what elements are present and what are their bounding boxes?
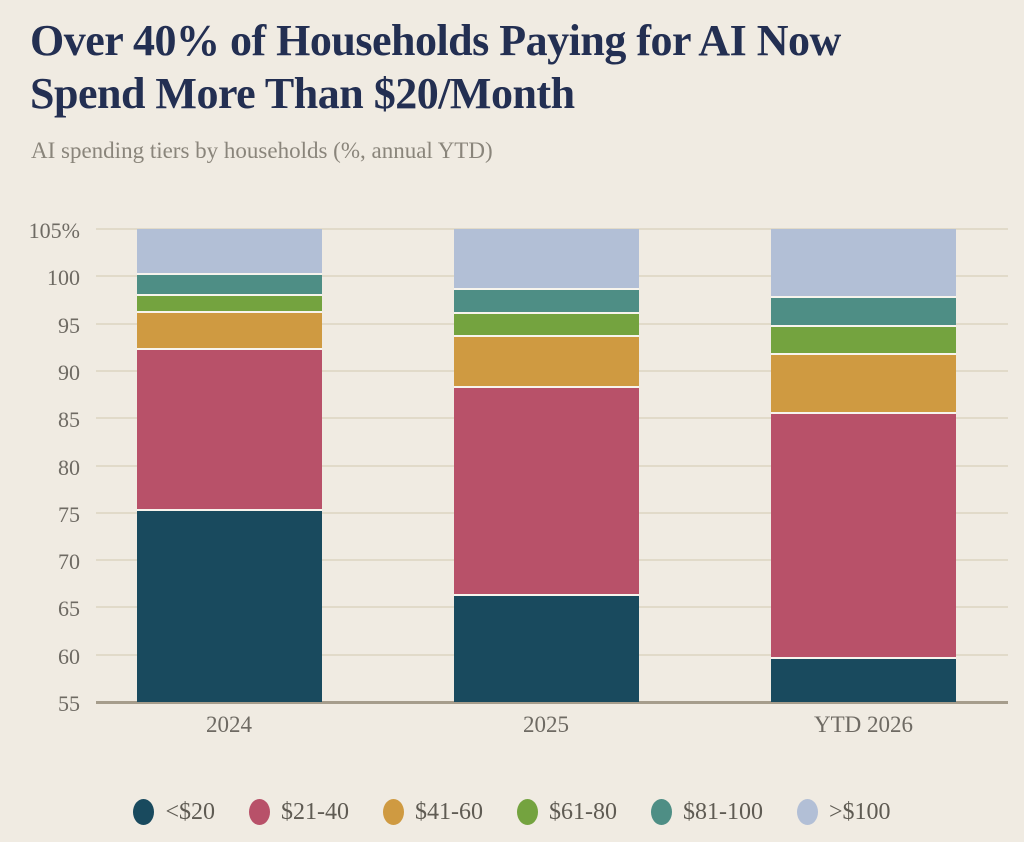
legend-swatch-icon (797, 799, 818, 825)
legend-label: $21-40 (281, 798, 349, 825)
bar-segment-2024-tier-2 (136, 312, 322, 350)
legend-swatch-icon (249, 799, 270, 825)
legend-item: >$100 (797, 799, 891, 826)
segment-separator (771, 656, 956, 659)
chart-subtitle: AI spending tiers by households (%, annu… (31, 138, 493, 163)
legend-label: >$100 (829, 798, 891, 825)
chart-title-line2: Spend More Than $20/Month (30, 69, 575, 118)
bar-segment-2024-tier-1 (136, 349, 322, 510)
bar-segment-2025-tier-3 (453, 313, 639, 336)
x-tick-label-YTD-2026: YTD 2026 (813, 712, 914, 737)
segment-separator (136, 311, 322, 314)
bar-segment-YTD-2026-tier-5 (771, 229, 956, 298)
bar-segment-YTD-2026-tier-1 (771, 413, 956, 658)
legend-label: $61-80 (549, 798, 617, 825)
legend: <$20 $21-40 $41-60 $61-80 $81-100 >$100 (0, 792, 1024, 832)
segment-separator (771, 325, 956, 328)
bar-segment-2024-tier-5 (136, 229, 322, 275)
segment-separator (136, 348, 322, 351)
segment-separator (771, 352, 956, 355)
y-tick-label: 80 (58, 454, 80, 480)
y-tick-label: 60 (58, 643, 80, 669)
segment-separator (136, 273, 322, 276)
y-tick-label: 65 (58, 596, 80, 622)
x-axis-line (96, 701, 1008, 704)
segment-separator (136, 508, 322, 511)
bar-segment-2024-tier-0 (136, 509, 322, 702)
bar-segment-YTD-2026-tier-0 (771, 657, 956, 702)
legend-swatch-icon (133, 799, 155, 825)
bar-segment-2024-tier-4 (136, 274, 322, 296)
legend-label: <$20 (165, 798, 215, 825)
chart-title: Over 40% of Households Paying for AI Now… (30, 14, 990, 120)
legend-swatch-icon (651, 799, 672, 825)
x-tick-label-2024: 2024 (206, 712, 252, 737)
legend-item: $61-80 (517, 799, 617, 826)
legend-item: $81-100 (651, 799, 763, 826)
bar-segment-2024-tier-3 (136, 295, 322, 313)
segment-separator (771, 412, 956, 415)
segment-separator (771, 296, 956, 299)
y-tick-label: 90 (58, 359, 80, 385)
legend-item: $41-60 (383, 799, 483, 826)
segment-separator (453, 594, 639, 597)
segment-separator (453, 312, 639, 315)
bar-segment-YTD-2026-tier-3 (771, 326, 956, 354)
y-tick-label: 70 (58, 549, 80, 575)
segment-separator (453, 385, 639, 388)
segment-separator (136, 294, 322, 297)
bar-segment-2025-tier-4 (453, 288, 639, 314)
legend-swatch-icon (517, 799, 538, 825)
y-tick-label: 100 (47, 265, 80, 291)
y-tick-label: 105% (28, 218, 80, 243)
y-tick-label: 55 (58, 691, 80, 716)
legend-item: $21-40 (249, 799, 349, 826)
segment-separator (453, 334, 639, 337)
bar-segment-YTD-2026-tier-2 (771, 353, 956, 414)
bar-segment-2025-tier-0 (453, 595, 639, 702)
chart-title-line1: Over 40% of Households Paying for AI Now (30, 16, 841, 65)
segment-separator (453, 287, 639, 290)
bar-segment-2025-tier-5 (453, 229, 639, 289)
bar-segment-YTD-2026-tier-4 (771, 297, 956, 327)
legend-item: <$20 (133, 799, 215, 826)
legend-swatch-icon (383, 799, 404, 825)
y-tick-label: 95 (58, 312, 80, 338)
legend-label: $41-60 (415, 798, 483, 825)
y-tick-label: 85 (58, 407, 80, 433)
x-tick-label-2025: 2025 (523, 712, 569, 737)
bar-segment-2025-tier-2 (453, 335, 639, 387)
y-tick-label: 75 (58, 501, 80, 527)
bar-segment-2025-tier-1 (453, 386, 639, 596)
legend-label: $81-100 (683, 798, 763, 825)
